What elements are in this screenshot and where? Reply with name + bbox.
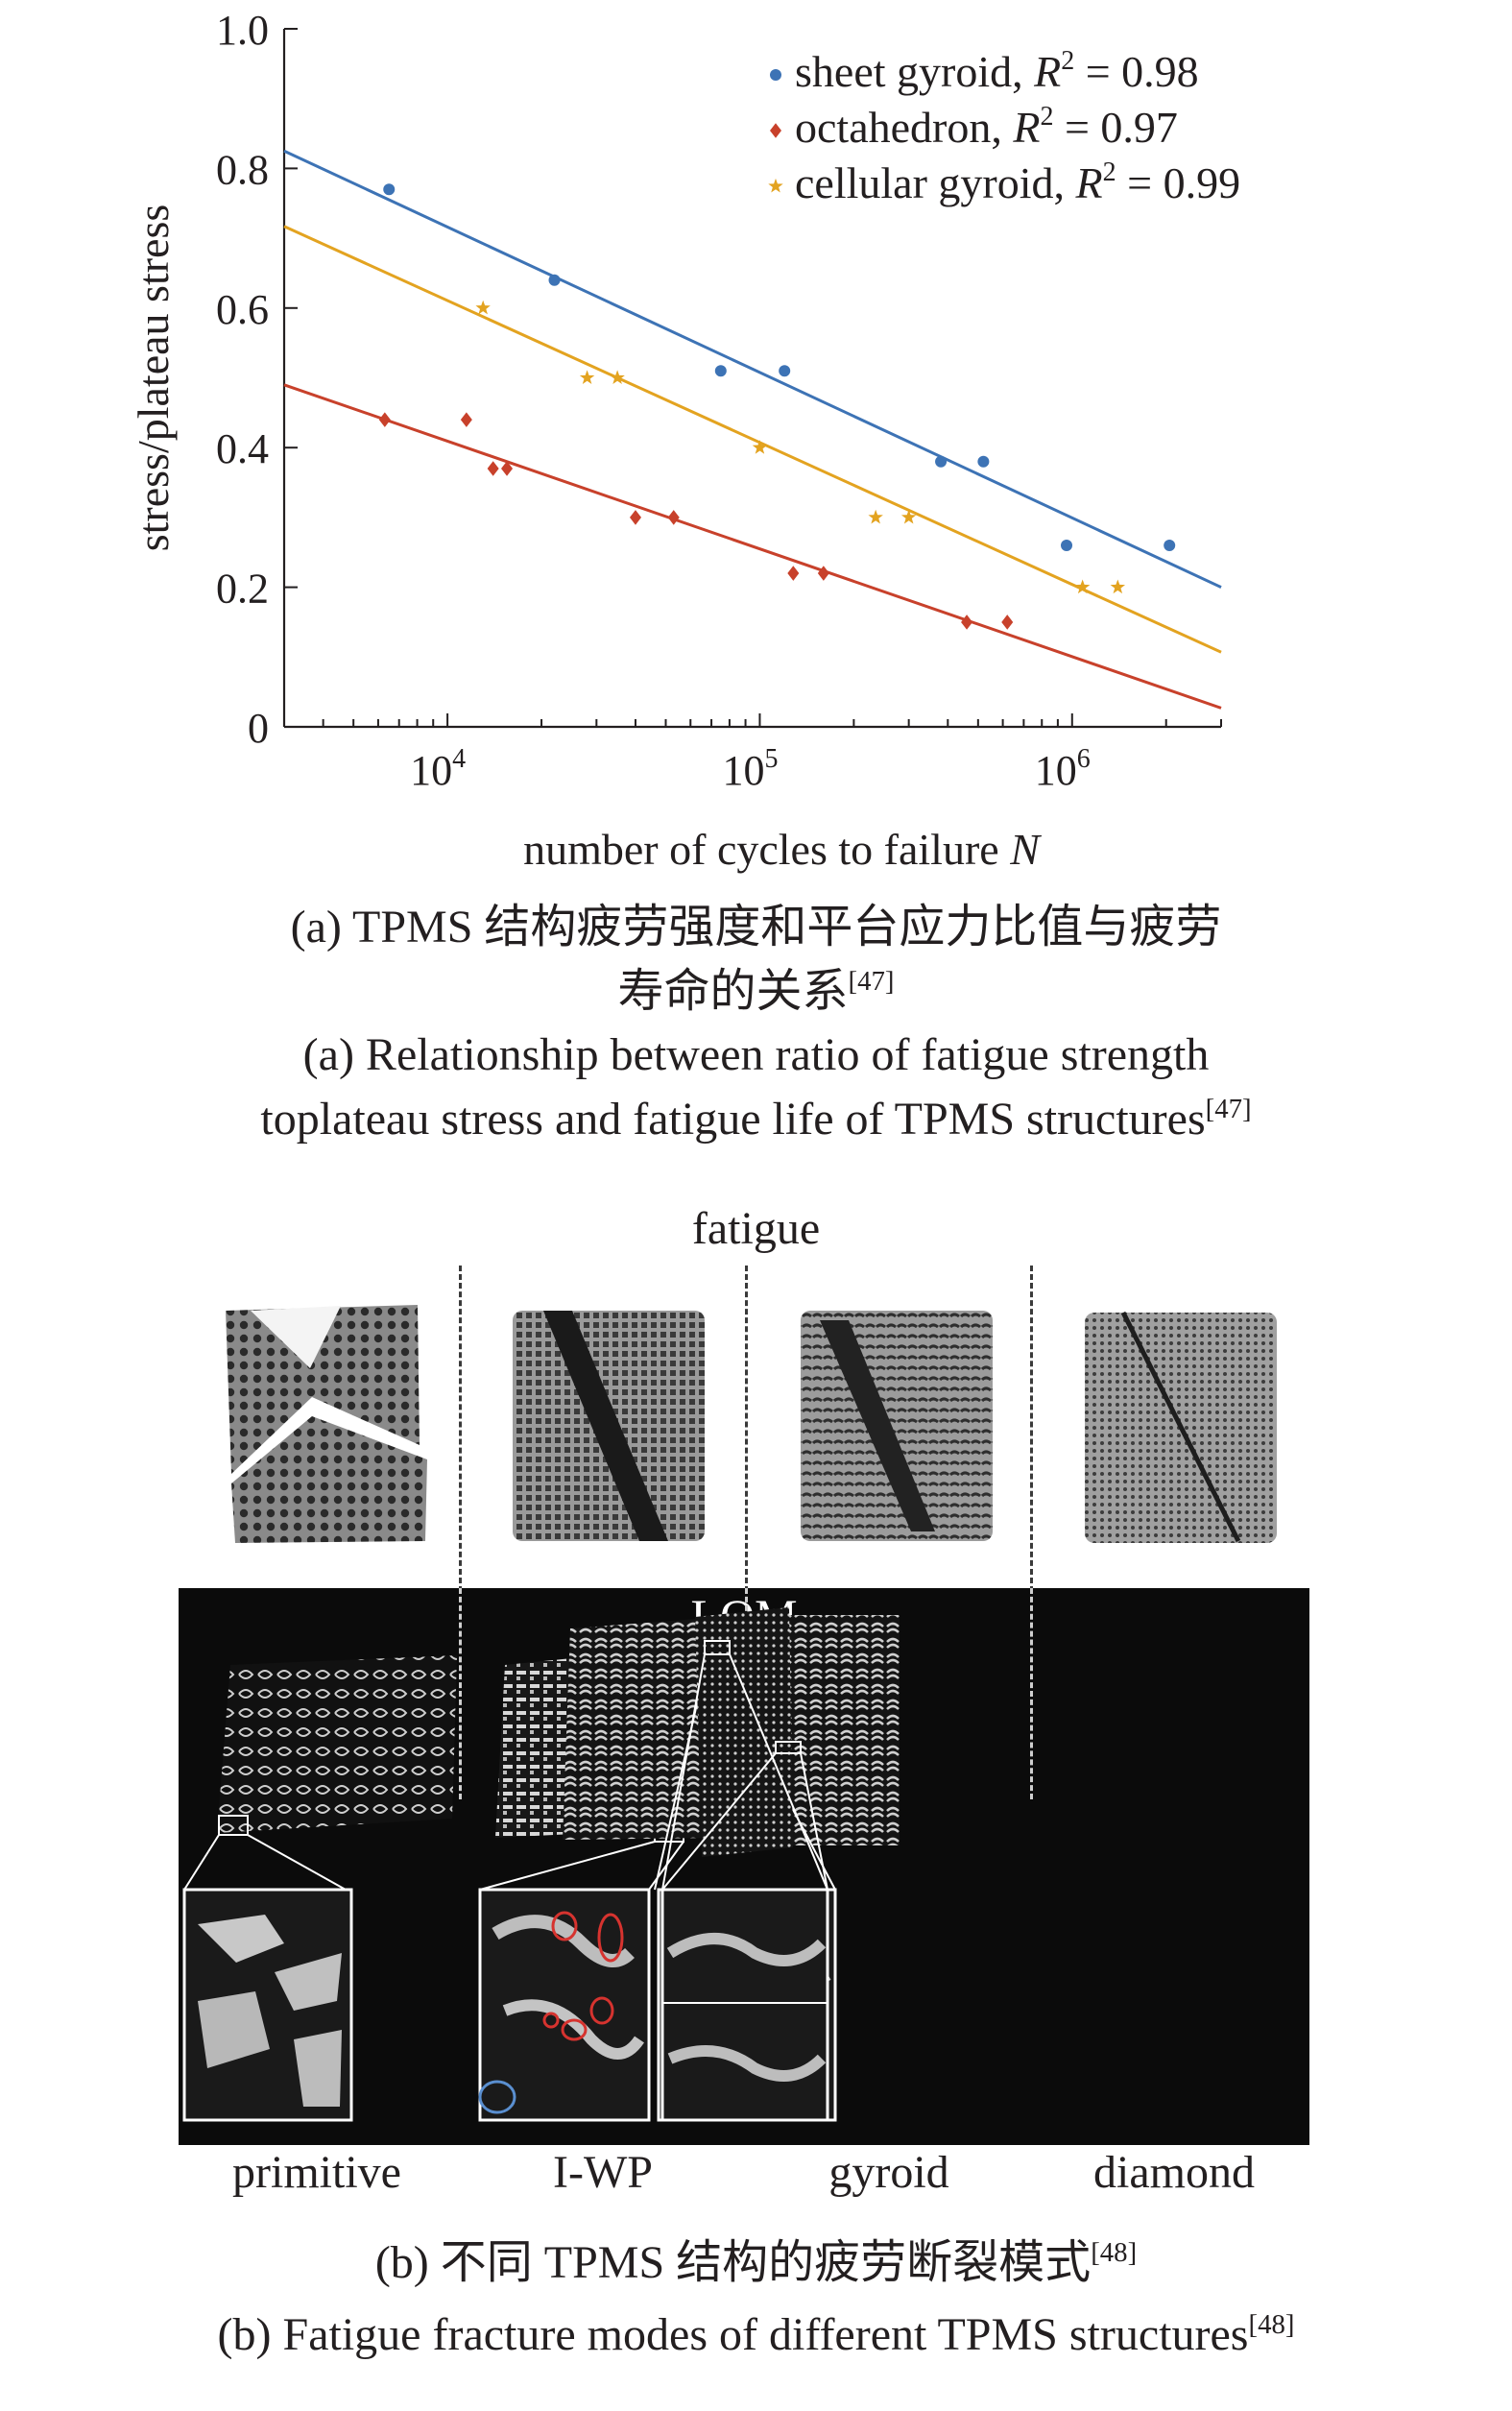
chart-legend: sheet gyroid, R2 = 0.98 octahedron, R2 = … [768,46,1240,207]
y-tick-label: 0.6 [216,286,269,333]
data-point-octahedron [487,461,499,476]
separator-line [459,1588,462,1799]
legend-label: octahedron, R2 = 0.97 [795,102,1178,152]
y-tick-label: 1.0 [216,7,269,54]
specimen-diamond-fatigue [1085,1311,1277,1543]
legend-marker [770,69,781,81]
data-point-octahedron [460,412,472,427]
legend-marker [768,178,783,193]
caption-a-zh-line1: (a) TPMS 结构疲劳强度和平台应力比值与疲劳 [290,902,1222,952]
data-point-cellular-gyroid [579,370,595,385]
structure-label-gyroid: gyroid [828,2147,949,2198]
fit-line-cellular-gyroid [283,225,1222,654]
data-point-sheet-gyroid [548,274,561,286]
specimen-iwp-fatigue [513,1311,705,1541]
data-point-cellular-gyroid [900,509,917,524]
x-axis-label: number of cycles to failure N [523,825,1042,874]
separator-line [745,1266,748,1592]
data-point-octahedron [378,412,391,427]
data-point-octahedron [501,461,514,476]
caption-a-ref-zh: [47] [848,966,895,997]
y-axis-label: stress/plateau stress [129,205,178,552]
y-tick-label: 0 [248,705,269,752]
legend-label: cellular gyroid, R2 = 0.99 [795,157,1240,207]
caption-b: (b) 不同 TPMS 结构的疲劳断裂模式[48] (b) Fatigue fr… [0,2226,1512,2362]
data-point-sheet-gyroid [1061,539,1073,551]
data-point-cellular-gyroid [752,440,768,454]
x-tick-label: 106 [1035,744,1091,794]
fatigue-label: fatigue [691,1203,821,1254]
data-point-cellular-gyroid [868,509,883,524]
data-point-cellular-gyroid [1074,579,1091,594]
specimen-gyroid-fatigue [801,1311,993,1541]
caption-b-ref-zh: [48] [1091,2237,1138,2268]
specimen-primitive-fatigue [226,1305,427,1543]
data-point-octahedron [787,566,800,581]
structure-label-primitive: primitive [232,2147,401,2198]
data-point-sheet-gyroid [779,365,791,377]
data-point-sheet-gyroid [714,365,727,377]
y-tick-label: 0.4 [216,425,269,472]
structure-label-iwp: I-WP [553,2147,653,2198]
structure-label-diamond: diamond [1093,2147,1255,2198]
lom-zoom-panels [654,1607,837,2122]
data-points [378,183,1176,630]
data-point-cellular-gyroid [1110,579,1126,594]
chart-axes: 0 0.2 0.4 0.6 0.8 1.0 104 105 106 number of cycle… [129,7,1222,874]
x-tick-label: 104 [410,744,466,794]
caption-b-ref-en: [48] [1248,2309,1295,2340]
separator-line [459,1266,462,1592]
separator-line [1030,1266,1033,1592]
caption-a-en-line1: (a) Relationship between ratio of fatigu… [302,1029,1210,1080]
data-point-octahedron [667,510,680,525]
data-point-octahedron [961,615,973,630]
data-point-octahedron [817,566,829,581]
fit-lines [283,149,1222,710]
caption-b-en: (b) Fatigue fracture modes of different … [217,2309,1249,2360]
caption-b-zh: (b) 不同 TPMS 结构的疲劳断裂模式 [374,2237,1092,2288]
fatigue-chart: 0 0.2 0.4 0.6 0.8 1.0 104 105 106 number of cycle… [129,7,1240,874]
data-point-octahedron [1001,615,1014,630]
data-point-sheet-gyroid [935,455,948,468]
data-point-octahedron [629,510,641,525]
fit-line-octahedron [283,383,1222,710]
data-point-sheet-gyroid [1164,539,1176,551]
caption-a-en-line2: toplateau stress and fatigue life of TPM… [260,1094,1206,1145]
caption-a-ref-en: [47] [1205,1094,1252,1124]
separator-line [1030,1588,1033,1799]
x-tick-label: 105 [722,744,778,794]
data-point-cellular-gyroid [610,370,625,385]
data-point-sheet-gyroid [977,455,990,468]
data-point-sheet-gyroid [383,183,396,196]
legend-marker [770,123,781,138]
y-tick-label: 0.2 [216,566,269,613]
legend-label: sheet gyroid, R2 = 0.98 [795,46,1199,96]
data-point-cellular-gyroid [475,300,491,315]
y-tick-label: 0.8 [216,146,269,193]
fit-line-sheet-gyroid [283,149,1222,589]
caption-a: (a) TPMS 结构疲劳强度和平台应力比值与疲劳 寿命的关系[47] (a) … [0,901,1512,1146]
caption-a-zh-line2: 寿命的关系 [617,966,849,1017]
